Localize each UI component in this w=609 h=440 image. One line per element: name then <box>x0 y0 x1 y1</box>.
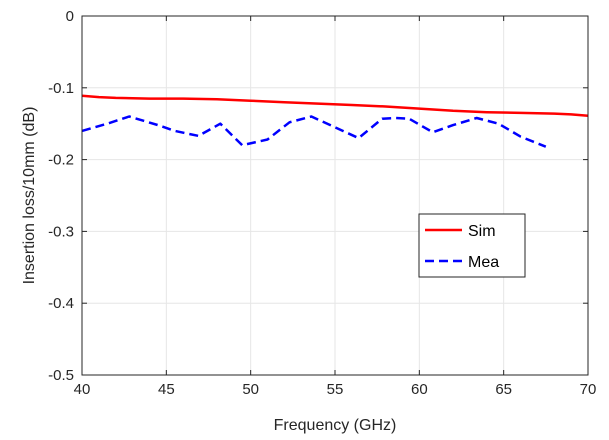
series-line-sim <box>81 94 589 118</box>
legend: Sim Mea <box>418 213 526 278</box>
y-tick-label: 0 <box>66 8 74 25</box>
y-axis-title: Insertion loss/10mm (dB) <box>21 107 38 285</box>
y-tick-label: -0.2 <box>48 152 74 169</box>
x-tick-label: 40 <box>74 381 91 398</box>
y-tick-label: -0.3 <box>48 223 74 240</box>
x-axis-title: Frequency (GHz) <box>274 417 397 434</box>
legend-box <box>418 213 526 278</box>
y-tick-label: -0.5 <box>48 367 74 384</box>
series-layer <box>81 94 589 148</box>
x-tick-label: 50 <box>242 381 259 398</box>
x-tick-label: 45 <box>158 381 175 398</box>
x-tick-label: 70 <box>580 381 597 398</box>
x-tick-label: 55 <box>327 381 344 398</box>
tick-labels: 40 45 50 55 60 65 70 0 -0.1 -0.2 -0.3 -0.4 -0.5 <box>48 8 596 398</box>
legend-mea-label: Mea <box>468 254 499 271</box>
grid-lines <box>82 16 588 375</box>
x-tick-label: 65 <box>495 381 512 398</box>
y-tick-label: -0.1 <box>48 80 74 97</box>
series-line-mea <box>81 115 547 148</box>
axes <box>81 15 589 376</box>
legend-sim-label: Sim <box>468 223 496 240</box>
x-tick-label: 60 <box>411 381 428 398</box>
y-tick-label: -0.4 <box>48 295 74 312</box>
